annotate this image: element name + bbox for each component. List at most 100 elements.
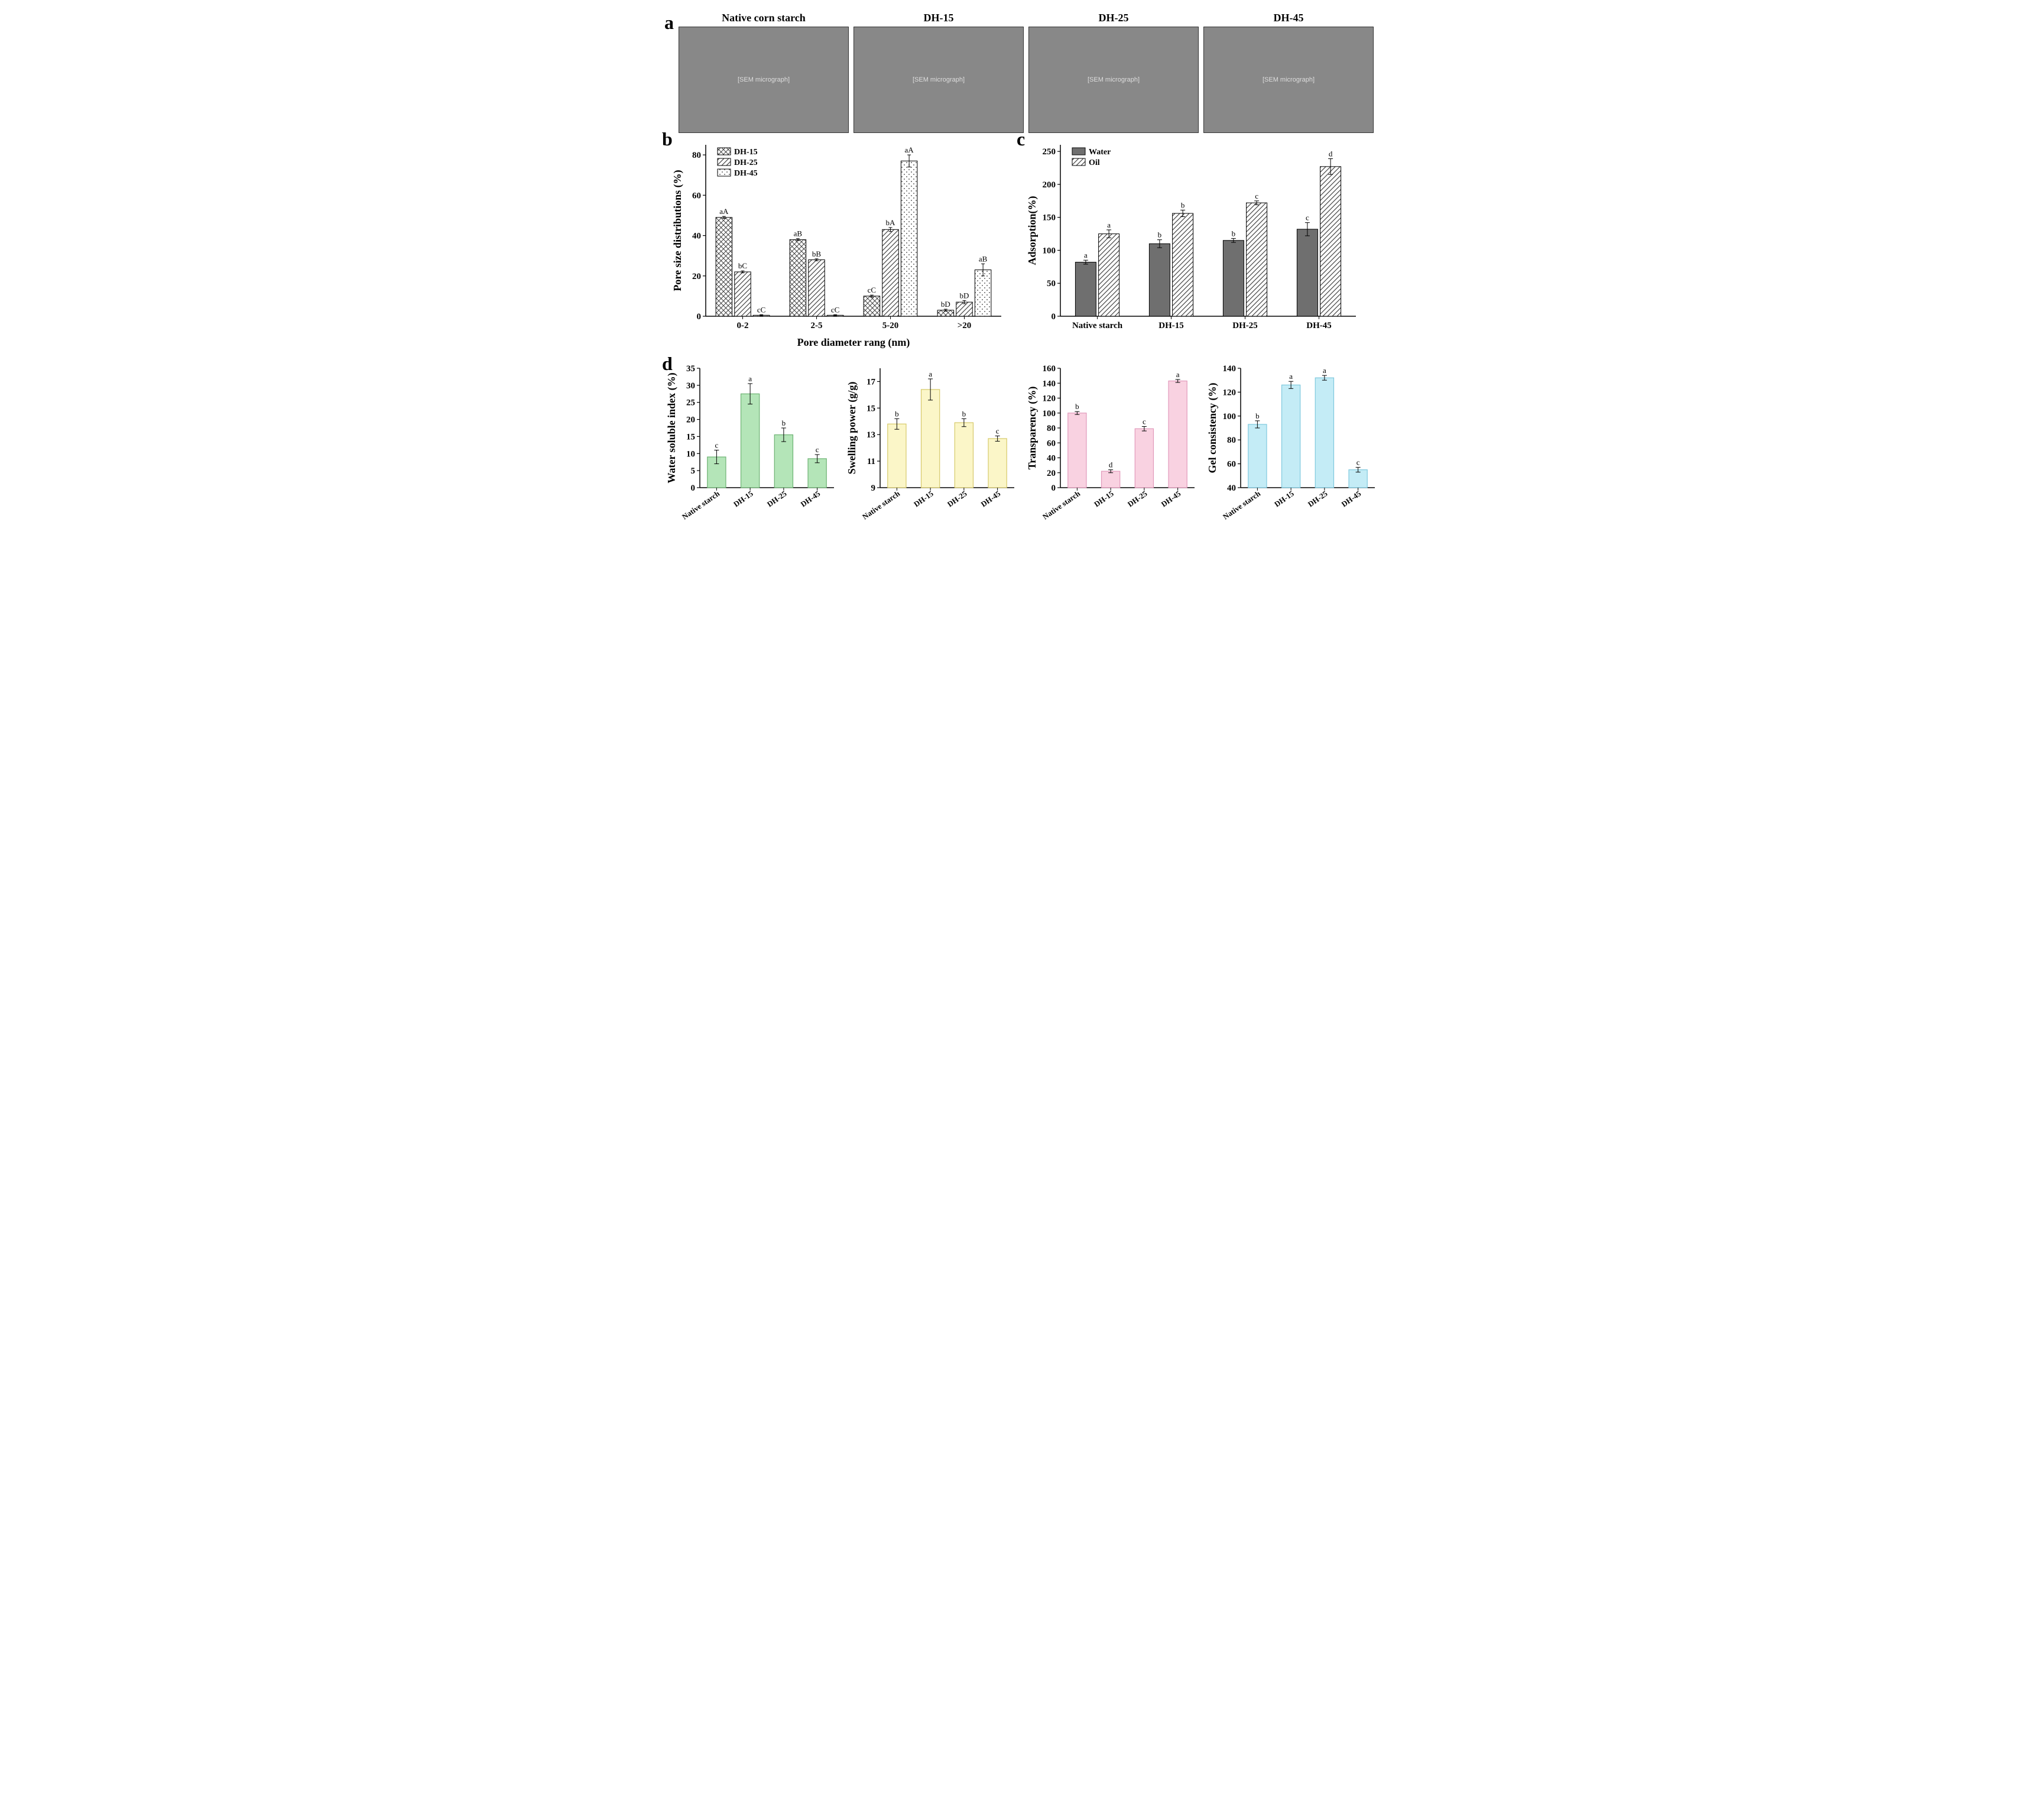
sem-image-dh25: [SEM micrograph] [1028, 27, 1199, 133]
sem-image-dh15: [SEM micrograph] [854, 27, 1024, 133]
svg-text:Pore size distributions (%): Pore size distributions (%) [671, 170, 684, 291]
panel-label-d: d [662, 353, 673, 375]
svg-text:b: b [1181, 200, 1185, 209]
svg-text:100: 100 [1043, 409, 1056, 418]
svg-text:b: b [962, 409, 966, 418]
svg-text:100: 100 [1223, 412, 1237, 421]
svg-text:DH-15: DH-15 [1273, 489, 1296, 509]
svg-text:Swelling power (g/g): Swelling power (g/g) [846, 382, 858, 475]
svg-text:a: a [929, 369, 932, 378]
svg-text:bC: bC [738, 261, 747, 270]
svg-text:Adsorption(%): Adsorption(%) [1026, 196, 1039, 265]
svg-text:Water: Water [1089, 148, 1111, 157]
svg-text:DH-45: DH-45 [1160, 489, 1183, 509]
svg-text:60: 60 [1227, 460, 1236, 469]
svg-text:11: 11 [867, 457, 875, 466]
svg-text:b: b [1158, 231, 1162, 239]
svg-text:Native starch: Native starch [680, 489, 722, 521]
svg-text:40: 40 [1047, 454, 1056, 463]
svg-text:40: 40 [692, 232, 701, 241]
svg-text:c: c [1356, 458, 1360, 467]
svg-text:DH-25: DH-25 [1306, 489, 1329, 509]
svg-text:160: 160 [1043, 364, 1056, 374]
chart-d-0: 05101520253035Water soluble index (%)cNa… [664, 358, 839, 535]
svg-text:DH-45: DH-45 [734, 169, 758, 178]
sem-placeholder: [SEM micrograph] [1085, 74, 1142, 86]
panel-label-b: b [662, 128, 673, 150]
svg-text:b: b [782, 418, 786, 427]
svg-text:20: 20 [692, 272, 701, 281]
svg-text:aB: aB [979, 254, 988, 263]
figure: a Native corn starch [SEM micrograph] DH… [664, 12, 1374, 535]
svg-text:0-2: 0-2 [737, 321, 749, 330]
svg-text:Gel consistency (%): Gel consistency (%) [1206, 383, 1219, 473]
svg-text:DH-25: DH-25 [734, 158, 758, 167]
svg-text:25: 25 [686, 398, 695, 408]
svg-text:Native starch: Native starch [1221, 489, 1263, 521]
svg-text:5-20: 5-20 [882, 321, 899, 330]
svg-text:Native starch: Native starch [861, 489, 902, 521]
sem-placeholder: [SEM micrograph] [910, 74, 967, 86]
svg-text:2-5: 2-5 [811, 321, 823, 330]
svg-text:Native starch: Native starch [1072, 321, 1123, 330]
chart-d-3: 406080100120140Gel consistency (%)bNativ… [1205, 358, 1380, 535]
svg-text:DH-15: DH-15 [734, 148, 758, 157]
sem-title-0: Native corn starch [679, 12, 849, 24]
svg-text:140: 140 [1043, 379, 1056, 388]
svg-text:cC: cC [757, 305, 765, 314]
svg-text:Pore diameter rang (nm): Pore diameter rang (nm) [797, 336, 910, 349]
svg-text:120: 120 [1043, 394, 1056, 404]
svg-text:20: 20 [686, 416, 695, 425]
svg-text:10: 10 [686, 449, 695, 459]
svg-text:DH-25: DH-25 [946, 489, 969, 509]
svg-text:50: 50 [1047, 279, 1056, 288]
svg-text:60: 60 [692, 191, 701, 200]
svg-text:a: a [1289, 372, 1293, 381]
svg-text:a: a [1107, 220, 1111, 229]
svg-text:a: a [1084, 251, 1088, 259]
sem-panel-0: Native corn starch [SEM micrograph] [679, 12, 849, 133]
svg-text:35: 35 [686, 364, 695, 374]
sem-placeholder: [SEM micrograph] [1260, 74, 1317, 86]
svg-text:20: 20 [1047, 469, 1056, 478]
svg-text:9: 9 [871, 484, 876, 493]
svg-text:15: 15 [686, 432, 695, 442]
svg-text:c: c [1306, 213, 1309, 222]
svg-text:Water soluble index (%): Water soluble index (%) [666, 372, 678, 483]
svg-text:DH-45: DH-45 [1306, 321, 1332, 330]
svg-text:30: 30 [686, 381, 695, 391]
svg-text:aB: aB [794, 229, 803, 238]
chart-b: 0 20 40 60 80 Pore size distributions (%) Pore… [664, 133, 1007, 358]
sem-title-2: DH-25 [1028, 12, 1199, 24]
svg-text:15: 15 [867, 404, 875, 413]
svg-text:cC: cC [831, 305, 839, 314]
svg-text:b: b [1255, 411, 1260, 420]
sem-panel-3: DH-45 [SEM micrograph] [1203, 12, 1374, 133]
sem-title-1: DH-15 [854, 12, 1024, 24]
svg-text:0: 0 [691, 484, 696, 493]
sem-placeholder: [SEM micrograph] [735, 74, 792, 86]
svg-text:aA: aA [905, 145, 914, 154]
panel-label-a: a [664, 12, 674, 34]
svg-text:80: 80 [692, 151, 701, 160]
svg-text:5: 5 [691, 466, 696, 476]
svg-text:c: c [1143, 417, 1146, 426]
svg-text:Native starch: Native starch [1041, 489, 1082, 521]
chart-d-1: 911131517Swelling power (g/g)bNative sta… [845, 358, 1019, 535]
sem-image-native: [SEM micrograph] [679, 27, 849, 133]
sem-panel-2: DH-25 [SEM micrograph] [1028, 12, 1199, 133]
svg-text:c: c [996, 426, 999, 435]
svg-text:DH-25: DH-25 [1126, 489, 1149, 509]
svg-text:a: a [748, 374, 752, 383]
row-bc: b 0 20 40 60 80 Pore size distributions (%) Po… [664, 133, 1374, 358]
svg-text:150: 150 [1043, 213, 1056, 223]
svg-text:bA: bA [886, 218, 896, 227]
svg-text:DH-15: DH-15 [732, 489, 755, 509]
svg-text:d: d [1329, 149, 1333, 158]
svg-text:aA: aA [719, 207, 729, 216]
svg-text:d: d [1109, 460, 1113, 469]
svg-text:250: 250 [1043, 147, 1056, 157]
svg-text:0: 0 [697, 312, 702, 322]
svg-text:a: a [1323, 366, 1326, 375]
panel-d: 0 5 10 15 20 25 30 35 Water soluble index (%) c Na… [664, 358, 1374, 535]
